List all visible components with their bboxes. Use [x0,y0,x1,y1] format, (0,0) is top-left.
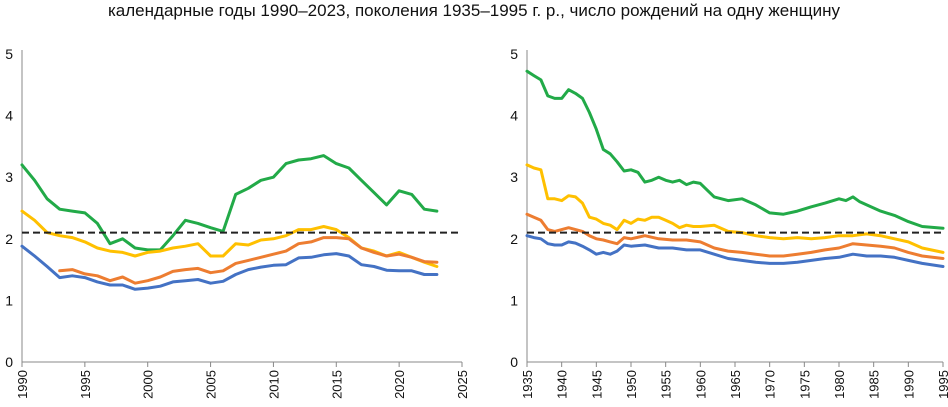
chart-1-y-tick-label: 4 [5,108,13,124]
chart-2-y-tick-label: 0 [510,354,518,370]
chart-2-series-green [525,69,945,230]
chart-2-series-orange [525,212,945,260]
chart-2-y-tick-label: 5 [510,46,518,62]
chart-2-x-tick-label: 1950 [624,370,639,399]
chart-1-series-yellow [20,209,439,268]
chart-2-x-tick-label: 1955 [659,370,674,399]
chart-1-y-tick-label: 1 [5,292,13,308]
chart-1-x-tick-label: 2000 [141,370,156,399]
chart-title: календарные годы 1990–2023, поколения 19… [108,1,840,20]
chart-1-series-orange [58,236,439,285]
chart-2-x-tick-label: 1980 [832,370,847,399]
chart-1-y-tick-label: 5 [5,46,13,62]
chart-2-x-tick-label: 1935 [520,370,535,399]
chart-2-x-tick-label: 1940 [555,370,570,399]
chart-1-x-tick-label: 1990 [15,370,30,399]
chart-1-x-tick-label: 2025 [455,370,470,399]
chart-1-x-tick-label: 2015 [329,370,344,399]
chart-2-x-tick-label: 1995 [936,370,948,399]
chart-2-x-tick-label: 1945 [589,370,604,399]
chart-1-x-tick-label: 1995 [78,370,93,399]
chart-1-series-green [20,154,439,252]
chart-2-x-tick-label: 1970 [763,370,778,399]
chart-1-series-blue [20,244,439,291]
chart-2-series-blue [525,234,945,268]
chart-2-x-tick-label: 1985 [867,370,882,399]
chart-1-y-tick-label: 0 [5,354,13,370]
chart-1-x-tick-label: 2020 [392,370,407,399]
chart-2-y-tick-label: 1 [510,292,518,308]
chart-1-y-tick-label: 3 [5,169,13,185]
chart-1-y-tick-label: 2 [5,231,13,247]
chart-2-x-tick-label: 1975 [797,370,812,399]
chart-2-series-yellow [525,163,945,254]
chart-2-x-tick-label: 1965 [728,370,743,399]
chart-1-x-tick-label: 2010 [266,370,281,399]
chart-2-x-tick-label: 1960 [693,370,708,399]
chart-2-x-tick-label: 1990 [901,370,916,399]
chart-2-y-tick-label: 3 [510,169,518,185]
chart-2-y-tick-label: 2 [510,231,518,247]
chart-1-x-tick-label: 2005 [204,370,219,399]
chart-2-y-tick-label: 4 [510,108,518,124]
